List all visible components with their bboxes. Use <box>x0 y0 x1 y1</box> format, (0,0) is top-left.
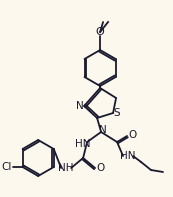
Text: HN: HN <box>75 139 91 149</box>
Text: Cl: Cl <box>1 162 12 172</box>
Text: S: S <box>114 108 120 118</box>
Text: O: O <box>96 163 104 173</box>
Text: N: N <box>99 125 107 135</box>
Text: HN: HN <box>120 151 136 161</box>
Text: O: O <box>96 27 104 37</box>
Text: NH: NH <box>58 163 74 173</box>
Text: O: O <box>128 130 136 140</box>
Text: N: N <box>76 101 84 111</box>
